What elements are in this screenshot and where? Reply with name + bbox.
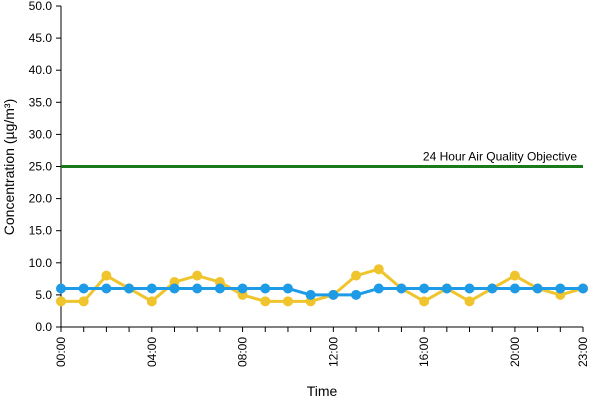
series-2-point <box>396 283 407 294</box>
series-2-point <box>282 283 293 294</box>
series-2-point <box>101 283 112 294</box>
series-2-point <box>124 283 135 294</box>
series-1-point <box>192 270 203 281</box>
series-2-point <box>78 283 89 294</box>
series-1-point <box>282 296 293 307</box>
series-2-point <box>441 283 452 294</box>
series-2-point <box>419 283 430 294</box>
series-2-point <box>532 283 543 294</box>
series-2-point <box>237 283 248 294</box>
y-tick-label: 15.0 <box>29 224 53 238</box>
series-2-point <box>578 283 588 294</box>
x-tick-label: 20:00 <box>508 337 522 367</box>
x-tick-label: 12:00 <box>326 337 340 367</box>
series-2-point <box>373 283 384 294</box>
series-2-point <box>169 283 180 294</box>
x-tick-label: 08:00 <box>236 337 250 367</box>
series-1-point <box>419 296 430 307</box>
series-1-point <box>509 270 520 281</box>
y-tick-label: 35.0 <box>29 95 53 109</box>
y-tick-label: 20.0 <box>29 192 53 206</box>
series-1-point <box>101 270 112 281</box>
y-tick-label: 25.0 <box>29 160 53 174</box>
y-tick-label: 0.0 <box>35 320 52 334</box>
series-2-point <box>464 283 475 294</box>
series-1-point <box>351 270 362 281</box>
series-1-point <box>56 296 66 307</box>
x-tick-label: 16:00 <box>417 337 431 367</box>
y-tick-label: 50.0 <box>29 0 53 13</box>
series-2-point <box>192 283 203 294</box>
series-2-point <box>146 283 157 294</box>
x-tick-label: 00:00 <box>54 337 68 367</box>
series-2-point <box>555 283 566 294</box>
series-1-point <box>146 296 157 307</box>
reference-line-group: 24 Hour Air Quality Objective <box>61 150 583 168</box>
series-2-point <box>214 283 225 294</box>
series-2-point <box>328 289 339 300</box>
y-tick-label: 45.0 <box>29 31 53 45</box>
series-1 <box>56 264 588 307</box>
y-tick-label: 10.0 <box>29 256 53 270</box>
x-tick-label: 04:00 <box>145 337 159 367</box>
series-2-point <box>351 289 362 300</box>
series-1-point <box>373 264 384 275</box>
series-1-point <box>260 296 271 307</box>
series-group <box>56 264 588 307</box>
series-2 <box>56 283 588 300</box>
y-tick-label: 40.0 <box>29 63 53 77</box>
x-axis-title: Time <box>307 383 338 399</box>
series-1-line <box>61 267 584 303</box>
y-ticks: 0.0 5.0 10.0 15.0 20.0 25.0 30.0 35.0 40.0 45.0 50… <box>29 0 61 334</box>
y-tick-label: 5.0 <box>35 288 52 302</box>
series-2-point <box>305 289 316 300</box>
series-1-point <box>464 296 475 307</box>
reference-line-label: 24 Hour Air Quality Objective <box>423 150 577 164</box>
series-2-point <box>487 283 498 294</box>
y-axis-title: Concentration (µg/m³) <box>1 99 17 235</box>
series-2-point <box>56 283 66 294</box>
series-2-point <box>509 283 520 294</box>
y-tick-label: 30.0 <box>29 127 53 141</box>
x-ticks: 00:00 04:00 08:00 12:00 16:00 20:00 23:00 <box>54 327 590 367</box>
series-2-point <box>260 283 271 294</box>
series-1-point <box>78 296 89 307</box>
x-tick-label: 23:00 <box>576 337 590 367</box>
